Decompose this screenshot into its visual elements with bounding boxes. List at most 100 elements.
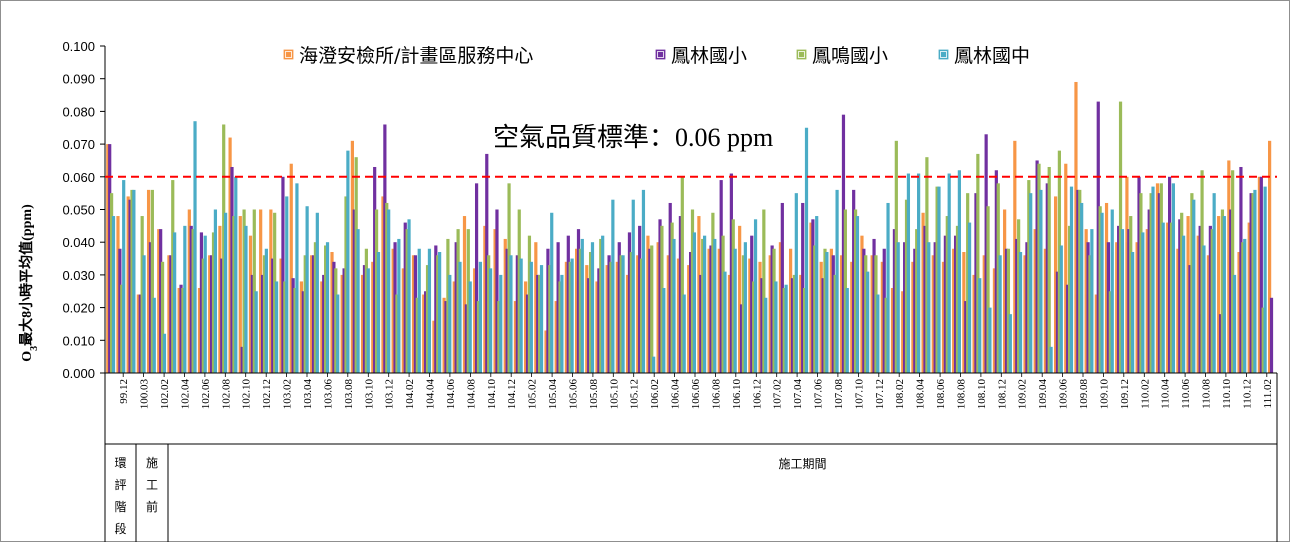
bar: [183, 225, 187, 373]
bar: [711, 212, 715, 373]
bar: [821, 278, 825, 373]
bar: [768, 255, 772, 373]
bar: [1088, 255, 1092, 373]
bar: [1098, 206, 1102, 373]
bar: [1188, 265, 1192, 373]
bar: [262, 255, 267, 373]
bar: [943, 235, 947, 373]
bar: [743, 242, 747, 373]
bar: [150, 189, 154, 373]
bar: [880, 261, 884, 373]
bar: [617, 242, 621, 373]
bar: [1069, 186, 1074, 373]
bar: [839, 255, 844, 373]
bar: [152, 297, 156, 373]
bar: [442, 297, 446, 373]
group-label-char: 前: [146, 499, 158, 514]
y-axis-label: O3最大8小時平均值(ppm): [18, 204, 40, 362]
legend: 海澄安檢所/計畫區服務中心 鳳林國小 鳳鳴國小 鳳林國中: [282, 45, 1030, 67]
bar: [782, 287, 786, 373]
group-label-char: 工: [146, 478, 158, 492]
bar: [383, 124, 387, 373]
x-tick-label: 107.08: [833, 379, 845, 410]
bar: [884, 297, 888, 373]
bar: [1045, 183, 1049, 373]
bar: [721, 235, 725, 373]
bar: [1135, 242, 1139, 373]
y-tick-label: 0.060: [62, 170, 95, 185]
bar: [295, 183, 299, 373]
bar: [138, 294, 142, 373]
bar: [568, 261, 572, 373]
bar: [829, 248, 833, 373]
x-tick-labels: 99.12 100.03 102.02 102.04 102.06 102.08 102.1…: [118, 379, 1274, 410]
bar: [931, 255, 935, 373]
bar: [118, 248, 122, 373]
bar: [770, 245, 774, 373]
bar: [310, 255, 314, 373]
bar: [1139, 193, 1143, 373]
bar: [962, 252, 966, 373]
y-tick-labels: 0.000 0.010 0.020 0.030 0.040 0.050 0.060 0.070…: [62, 39, 95, 381]
bar: [485, 153, 489, 373]
bar: [1100, 212, 1104, 373]
axes-layer: [100, 45, 1277, 377]
bar: [1251, 193, 1255, 373]
bar: [350, 140, 354, 373]
bar: [197, 287, 202, 373]
bar: [1157, 193, 1161, 373]
bar: [303, 255, 307, 373]
bar: [615, 261, 619, 373]
x-tick-label: 105.04: [547, 379, 559, 410]
bar: [122, 180, 126, 373]
bar: [1008, 314, 1012, 373]
bar: [434, 245, 438, 373]
bar: [1155, 183, 1160, 373]
bar: [301, 291, 305, 373]
x-tick-label: 104.12: [506, 379, 518, 409]
bar: [342, 268, 346, 373]
bar: [780, 202, 784, 373]
bar: [438, 252, 442, 373]
x-tick-label: 109.12: [1119, 379, 1131, 409]
bar: [709, 245, 713, 373]
bar: [996, 183, 1000, 373]
bar: [652, 356, 656, 373]
bar: [921, 212, 925, 373]
bar: [1210, 229, 1214, 373]
bar: [1096, 101, 1100, 373]
x-tick-label: 108.12: [996, 379, 1008, 409]
bar: [1180, 212, 1184, 373]
group-label-char: 階: [114, 499, 126, 514]
bar: [1268, 140, 1272, 373]
bar: [1106, 242, 1111, 373]
bar: [487, 255, 491, 373]
bar: [595, 281, 599, 373]
bar: [792, 274, 797, 373]
bar: [425, 265, 430, 373]
bar: [1196, 235, 1200, 373]
x-tick-label: 110.04: [1160, 379, 1172, 409]
bar: [631, 199, 635, 373]
bar: [1145, 229, 1149, 373]
bar: [315, 212, 319, 373]
bar: [1053, 196, 1058, 373]
bar: [269, 209, 273, 373]
x-tick-label: 106.02: [649, 379, 661, 409]
bar: [427, 248, 432, 373]
bar: [330, 252, 334, 373]
bar: [260, 274, 265, 373]
bar: [193, 121, 197, 374]
bar: [687, 265, 691, 373]
bar: [1269, 297, 1274, 373]
x-tick-label: 106.12: [751, 379, 763, 409]
x-tick-label: 106.08: [710, 379, 722, 410]
bar: [534, 242, 538, 373]
bar: [544, 330, 548, 373]
bar: [845, 287, 849, 373]
bar: [415, 297, 419, 373]
bar: [1080, 202, 1084, 373]
x-tick-label: 107.04: [792, 379, 804, 410]
bar: [952, 248, 956, 373]
